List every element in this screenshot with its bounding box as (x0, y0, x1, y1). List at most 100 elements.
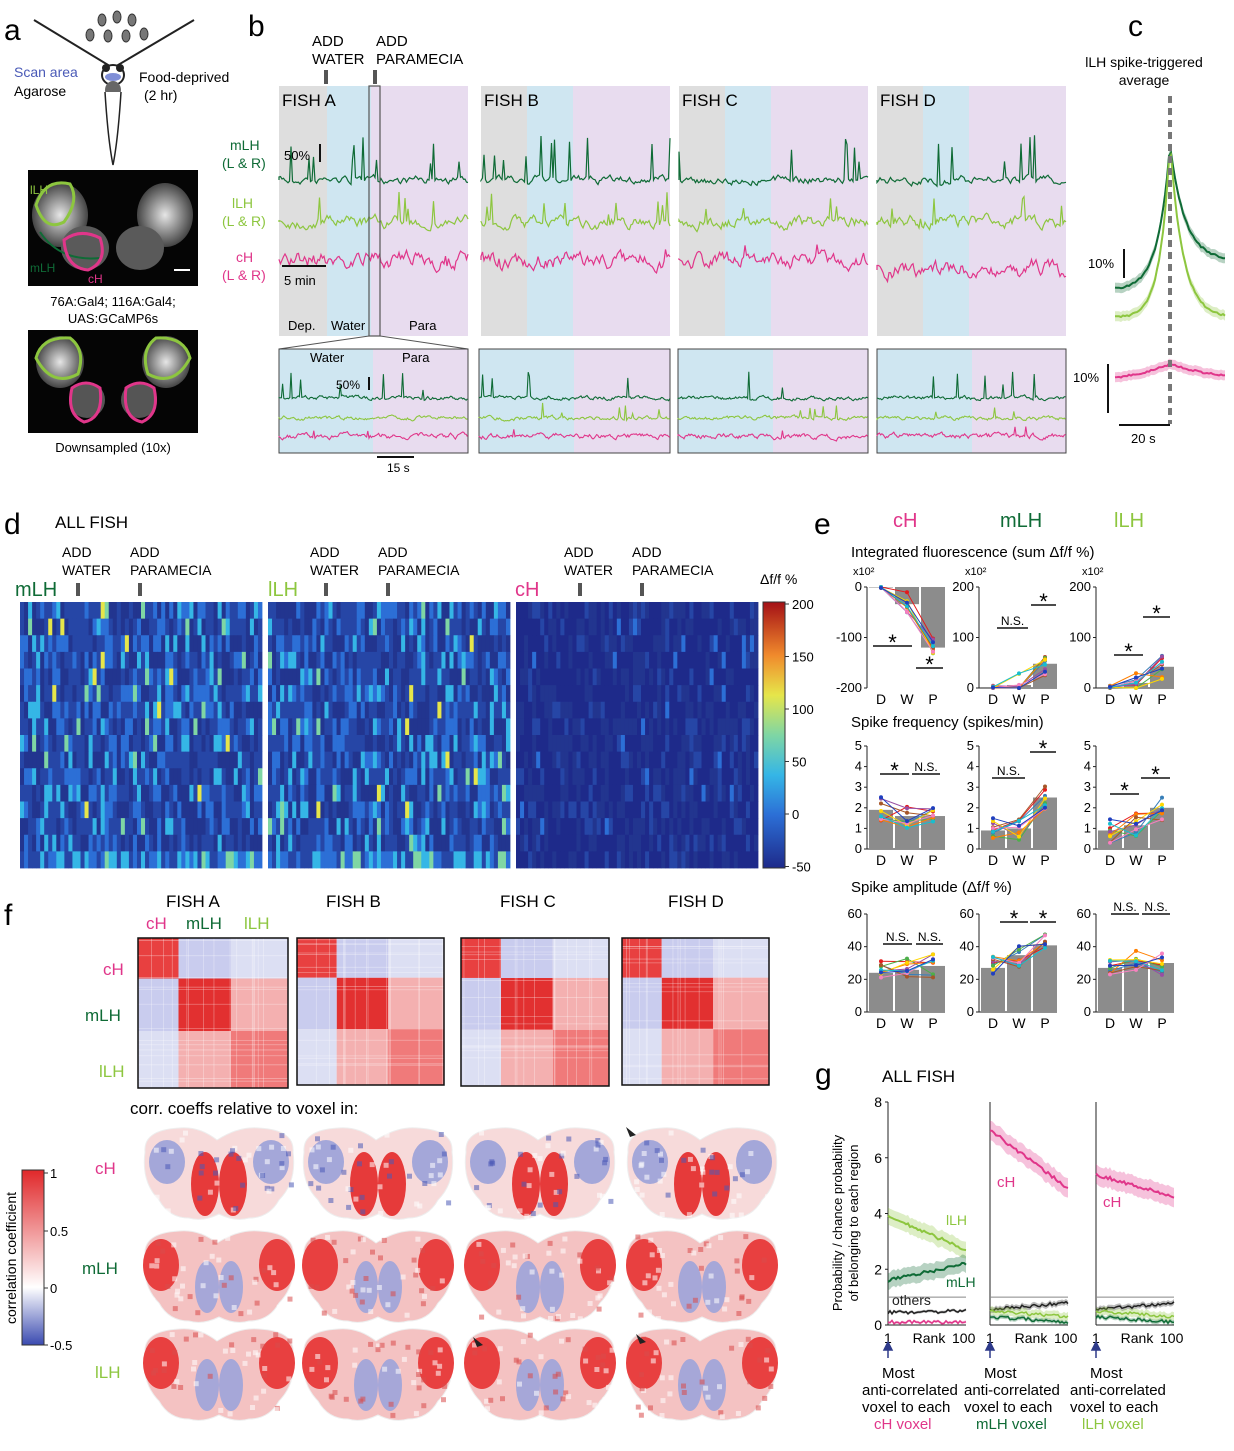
voxel (154, 1194, 160, 1200)
heatmap-cell (360, 701, 366, 719)
corr-block-off6 (661, 1029, 714, 1085)
y-tick-label: 0 (967, 680, 974, 695)
corr-matrix-frame (460, 937, 610, 1087)
heatmap-cell (308, 801, 313, 819)
heatmap-cell (68, 818, 73, 836)
heatmap-cell (241, 735, 247, 753)
heatmap-cell (153, 635, 158, 653)
heatmap-cell (645, 768, 650, 786)
voxel (546, 1135, 552, 1141)
heatmap-cell (429, 651, 434, 669)
heatmap-cell (477, 635, 483, 653)
voxel (700, 1147, 706, 1153)
heatmap-cell (596, 685, 602, 703)
microscopy-image-full (28, 170, 198, 286)
brain-map-r1-c2 (464, 1230, 616, 1323)
heatmap-cell (568, 635, 573, 653)
heatmap-cell (280, 651, 285, 669)
heatmap-cell (657, 834, 662, 852)
heatmap-cell (272, 701, 277, 719)
heatmap-cell (532, 751, 537, 769)
heatmap-cell (68, 784, 73, 802)
heatmap-cell (457, 834, 462, 852)
heatmap-cell (697, 718, 702, 736)
heatmap-cell (397, 718, 402, 736)
brain-map-r2-c0 (143, 1328, 295, 1421)
x-tick-label: P (1040, 852, 1049, 868)
voxel (681, 1390, 687, 1395)
heatmap-cell (197, 851, 202, 869)
heatmap-cell (40, 818, 45, 836)
heatmap-cell (336, 635, 341, 653)
heatmap-cell (560, 784, 565, 802)
heatmap-cell (120, 751, 126, 769)
heatmap-cell (596, 735, 602, 753)
heatmap-cell (372, 818, 378, 836)
heatmap-cell (632, 851, 638, 869)
heatmap-cell (441, 668, 446, 686)
heatmap-cell (241, 834, 247, 852)
heatmap-cell (157, 651, 162, 669)
heatmap-cell (397, 618, 402, 636)
heatmap-cell (641, 651, 646, 669)
voxel (153, 1367, 158, 1373)
heatmap-cell (493, 602, 499, 620)
heatmap-cell (24, 851, 29, 869)
heatmap-cell (60, 668, 65, 686)
panel-d: d ALL FISH ADDWATERADDPARAMECIAADDWATERA… (4, 508, 814, 875)
heatmap-cell (421, 618, 426, 636)
heatmap-cell (592, 701, 598, 719)
heatmap-cell (560, 818, 565, 836)
heatmap-cell (413, 651, 418, 669)
y-tick-label: 20 (960, 971, 974, 986)
heatmap-cell (100, 768, 106, 786)
heatmap-cell (177, 701, 182, 719)
heatmap-cell (677, 635, 682, 653)
inset-panel-2 (677, 348, 869, 454)
heatmap-cell (257, 602, 263, 620)
heatmap-cell (189, 784, 194, 802)
heatmap-cell (445, 635, 450, 653)
heatmap-cell (552, 635, 557, 653)
heatmap-cell (24, 801, 29, 819)
heatmap-cell (332, 635, 337, 653)
heatmap-cell (24, 784, 29, 802)
heatmap-cell (44, 851, 49, 869)
voxel (218, 1275, 224, 1280)
heatmap-cell (653, 618, 658, 636)
voxel (287, 1338, 293, 1344)
heatmap-cell (568, 834, 573, 852)
heatmap-cell (380, 618, 386, 636)
cold-right (540, 1359, 564, 1411)
heatmap-cell (197, 718, 202, 736)
voxel (639, 1386, 645, 1392)
heatmap-cell (564, 651, 569, 669)
fish-point (1134, 686, 1138, 690)
heatmap-cell (372, 635, 378, 653)
voxel (246, 1152, 252, 1158)
heatmap-cell (276, 818, 281, 836)
heatmap-cell (632, 801, 638, 819)
heatmap-cell (737, 651, 743, 669)
heatmap-cell (481, 668, 487, 686)
heatmap-cell (36, 668, 41, 686)
x-tick-label: P (928, 852, 937, 868)
heatmap-cell (489, 651, 495, 669)
footer-line: Most (882, 1365, 915, 1382)
heatmap-cell (124, 735, 130, 753)
voxel (390, 1291, 396, 1297)
heatmap-cell (641, 701, 646, 719)
heatmap-cell (733, 668, 739, 686)
heatmap-cell (685, 801, 690, 819)
heatmap-cell (217, 851, 223, 869)
heatmap-cell (637, 834, 642, 852)
heatmap-cell (173, 635, 178, 653)
heatmap-cell (336, 818, 341, 836)
voxel (734, 1258, 740, 1264)
heatmap-cell (132, 635, 138, 653)
brain-map-r2-c2 (464, 1328, 616, 1421)
curve-line (1095, 1309, 1175, 1319)
voxel (705, 1299, 711, 1305)
heatmap-cell (584, 718, 589, 736)
